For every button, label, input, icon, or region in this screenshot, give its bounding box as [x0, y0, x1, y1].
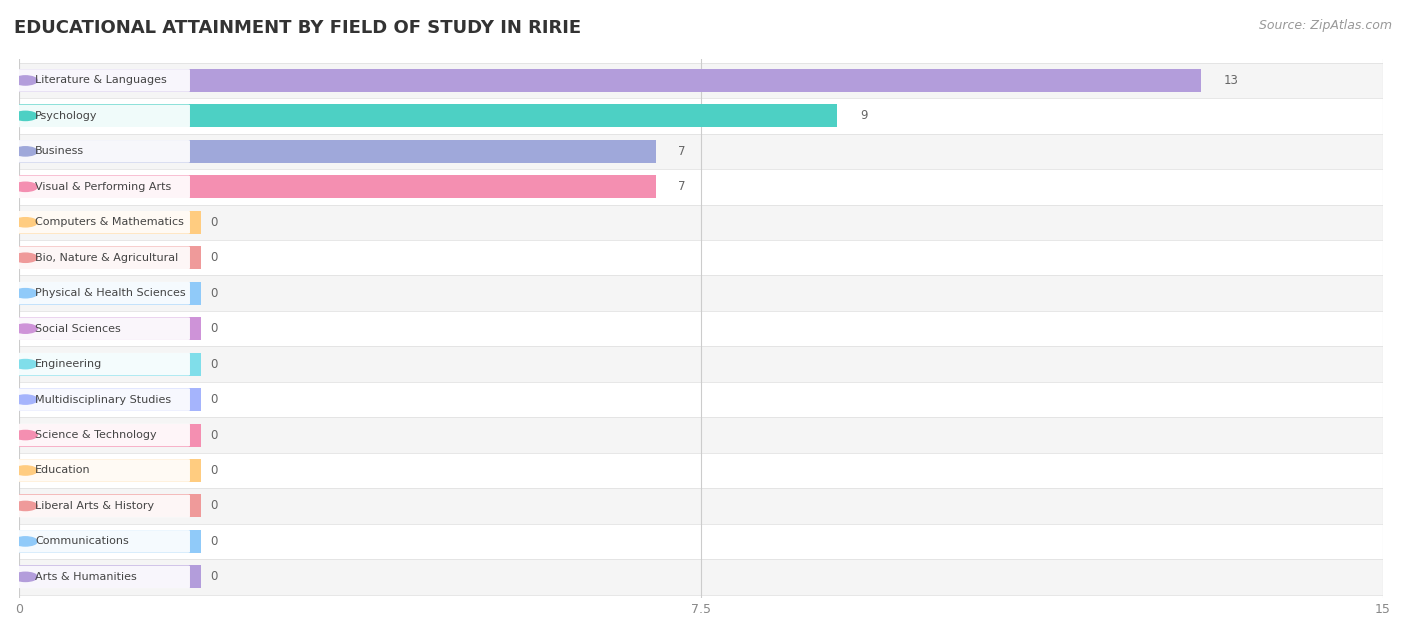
Text: 0: 0: [209, 464, 218, 477]
FancyBboxPatch shape: [18, 140, 190, 163]
FancyBboxPatch shape: [18, 105, 190, 127]
Text: 7: 7: [678, 145, 686, 158]
Bar: [20, 169, 1384, 204]
Circle shape: [14, 502, 37, 510]
Bar: [20, 98, 1384, 134]
Bar: [20, 317, 201, 340]
Text: 9: 9: [860, 109, 868, 122]
Circle shape: [14, 111, 37, 121]
Text: 0: 0: [209, 322, 218, 335]
Text: Business: Business: [35, 146, 84, 156]
Circle shape: [14, 360, 37, 369]
Text: 7: 7: [678, 180, 686, 193]
Text: Social Sciences: Social Sciences: [35, 324, 121, 334]
Bar: [20, 388, 201, 411]
Text: 0: 0: [209, 570, 218, 584]
Circle shape: [14, 182, 37, 191]
Circle shape: [14, 572, 37, 582]
Text: 0: 0: [209, 393, 218, 406]
Text: Arts & Humanities: Arts & Humanities: [35, 572, 138, 582]
Text: Literature & Languages: Literature & Languages: [35, 76, 167, 85]
Bar: [20, 423, 201, 447]
Bar: [20, 459, 201, 482]
FancyBboxPatch shape: [18, 495, 190, 517]
Circle shape: [14, 147, 37, 156]
Bar: [20, 211, 201, 234]
FancyBboxPatch shape: [18, 388, 190, 411]
Bar: [20, 240, 1384, 276]
Bar: [20, 417, 1384, 453]
Text: Liberal Arts & History: Liberal Arts & History: [35, 501, 155, 511]
FancyBboxPatch shape: [18, 530, 190, 553]
Bar: [20, 140, 655, 163]
Text: EDUCATIONAL ATTAINMENT BY FIELD OF STUDY IN RIRIE: EDUCATIONAL ATTAINMENT BY FIELD OF STUDY…: [14, 19, 581, 37]
Bar: [20, 104, 838, 127]
Text: Science & Technology: Science & Technology: [35, 430, 157, 440]
Bar: [20, 382, 1384, 417]
Text: 0: 0: [209, 358, 218, 370]
Text: 0: 0: [209, 428, 218, 442]
Text: 0: 0: [209, 286, 218, 300]
Bar: [20, 488, 1384, 524]
FancyBboxPatch shape: [18, 353, 190, 375]
Text: Visual & Performing Arts: Visual & Performing Arts: [35, 182, 172, 192]
FancyBboxPatch shape: [18, 175, 190, 198]
FancyBboxPatch shape: [18, 459, 190, 482]
Circle shape: [14, 430, 37, 440]
Circle shape: [14, 218, 37, 227]
Text: Engineering: Engineering: [35, 359, 103, 369]
Bar: [20, 353, 201, 375]
Text: Source: ZipAtlas.com: Source: ZipAtlas.com: [1258, 19, 1392, 32]
Bar: [20, 495, 201, 517]
Bar: [20, 524, 1384, 559]
Text: Physical & Health Sciences: Physical & Health Sciences: [35, 288, 186, 298]
Circle shape: [14, 324, 37, 333]
Bar: [20, 246, 201, 269]
Text: Communications: Communications: [35, 536, 129, 546]
Text: Education: Education: [35, 466, 91, 476]
Bar: [20, 281, 201, 305]
Circle shape: [14, 537, 37, 546]
Bar: [20, 62, 1384, 98]
Circle shape: [14, 253, 37, 262]
Text: 0: 0: [209, 535, 218, 548]
Circle shape: [14, 466, 37, 475]
Text: 0: 0: [209, 500, 218, 512]
FancyBboxPatch shape: [18, 211, 190, 233]
Text: Multidisciplinary Studies: Multidisciplinary Studies: [35, 394, 172, 404]
Bar: [20, 69, 1201, 92]
Bar: [20, 134, 1384, 169]
Bar: [20, 311, 1384, 346]
Bar: [20, 530, 201, 553]
FancyBboxPatch shape: [18, 247, 190, 269]
Text: Computers & Mathematics: Computers & Mathematics: [35, 217, 184, 227]
Bar: [20, 204, 1384, 240]
Bar: [20, 175, 655, 198]
Circle shape: [14, 288, 37, 298]
FancyBboxPatch shape: [18, 282, 190, 305]
Text: Bio, Nature & Agricultural: Bio, Nature & Agricultural: [35, 253, 179, 262]
Text: 0: 0: [209, 251, 218, 264]
Bar: [20, 276, 1384, 311]
FancyBboxPatch shape: [18, 317, 190, 340]
Text: 0: 0: [209, 216, 218, 229]
FancyBboxPatch shape: [18, 565, 190, 588]
Circle shape: [14, 395, 37, 404]
FancyBboxPatch shape: [18, 424, 190, 446]
Text: 13: 13: [1223, 74, 1239, 87]
FancyBboxPatch shape: [18, 69, 190, 91]
Bar: [20, 453, 1384, 488]
Bar: [20, 559, 1384, 594]
Text: Psychology: Psychology: [35, 111, 98, 121]
Circle shape: [14, 76, 37, 85]
Bar: [20, 565, 201, 588]
Bar: [20, 346, 1384, 382]
